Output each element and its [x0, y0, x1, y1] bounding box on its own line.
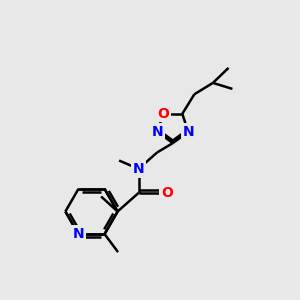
Text: N: N — [73, 227, 84, 241]
Text: N: N — [182, 125, 194, 139]
Text: N: N — [152, 125, 163, 139]
Text: O: O — [161, 186, 173, 200]
Text: N: N — [133, 162, 144, 176]
Text: O: O — [157, 107, 169, 121]
